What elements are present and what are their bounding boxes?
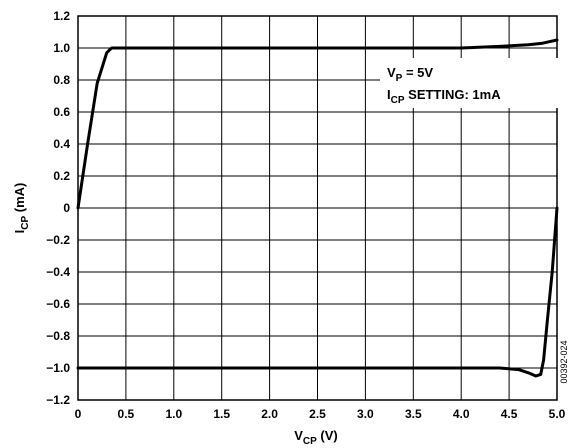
y-tick-label: −0.8 xyxy=(46,329,70,343)
annotation-vp: VP = 5V xyxy=(387,65,433,84)
annotation-background xyxy=(380,58,562,108)
x-tick-label: 1.0 xyxy=(165,407,182,421)
x-tick-label: 2.0 xyxy=(261,407,278,421)
y-tick-label: 0.2 xyxy=(53,169,70,183)
x-tick-label: 2.5 xyxy=(309,407,326,421)
x-tick-label: 5.0 xyxy=(549,407,566,421)
y-tick-label: −1.2 xyxy=(46,393,70,407)
y-tick-label: 1.0 xyxy=(53,41,70,55)
y-axis-label: ICP (mA) xyxy=(12,183,31,234)
x-tick-label: 3.0 xyxy=(357,407,374,421)
y-tick-label: 0 xyxy=(63,201,70,215)
y-tick-label: −1.0 xyxy=(46,361,70,375)
x-tick-label: 4.5 xyxy=(501,407,518,421)
x-tick-label: 0 xyxy=(75,407,82,421)
x-axis-label: VCP (V) xyxy=(294,428,338,447)
x-tick-label: 1.5 xyxy=(213,407,230,421)
x-tick-label: 0.5 xyxy=(118,407,135,421)
series-line-1 xyxy=(76,38,559,210)
y-tick-label: −0.2 xyxy=(46,233,70,247)
x-tick-labels: 0 0.5 1.0 1.5 2.0 2.5 3.0 3.5 4.0 4.5 5.0 xyxy=(75,407,566,421)
y-tick-label: 0.6 xyxy=(53,105,70,119)
series-line-2 xyxy=(76,206,559,378)
data-series xyxy=(76,38,559,378)
annotation-icp-setting: ICP SETTING: 1mA xyxy=(387,87,501,106)
y-tick-label: 0.8 xyxy=(53,73,70,87)
x-tick-label: 3.5 xyxy=(405,407,422,421)
y-tick-label: −0.4 xyxy=(46,265,70,279)
y-tick-label: 1.2 xyxy=(53,9,70,23)
y-tick-label: 0.4 xyxy=(53,137,70,151)
y-tick-labels: 1.2 1.0 0.8 0.6 0.4 0.2 0 −0.2 −0.4 −0.6 −0.8 −1.0 −… xyxy=(46,9,70,407)
figure-code: 00392-024 xyxy=(559,340,569,383)
x-tick-label: 4.0 xyxy=(453,407,470,421)
y-tick-label: −0.6 xyxy=(46,297,70,311)
